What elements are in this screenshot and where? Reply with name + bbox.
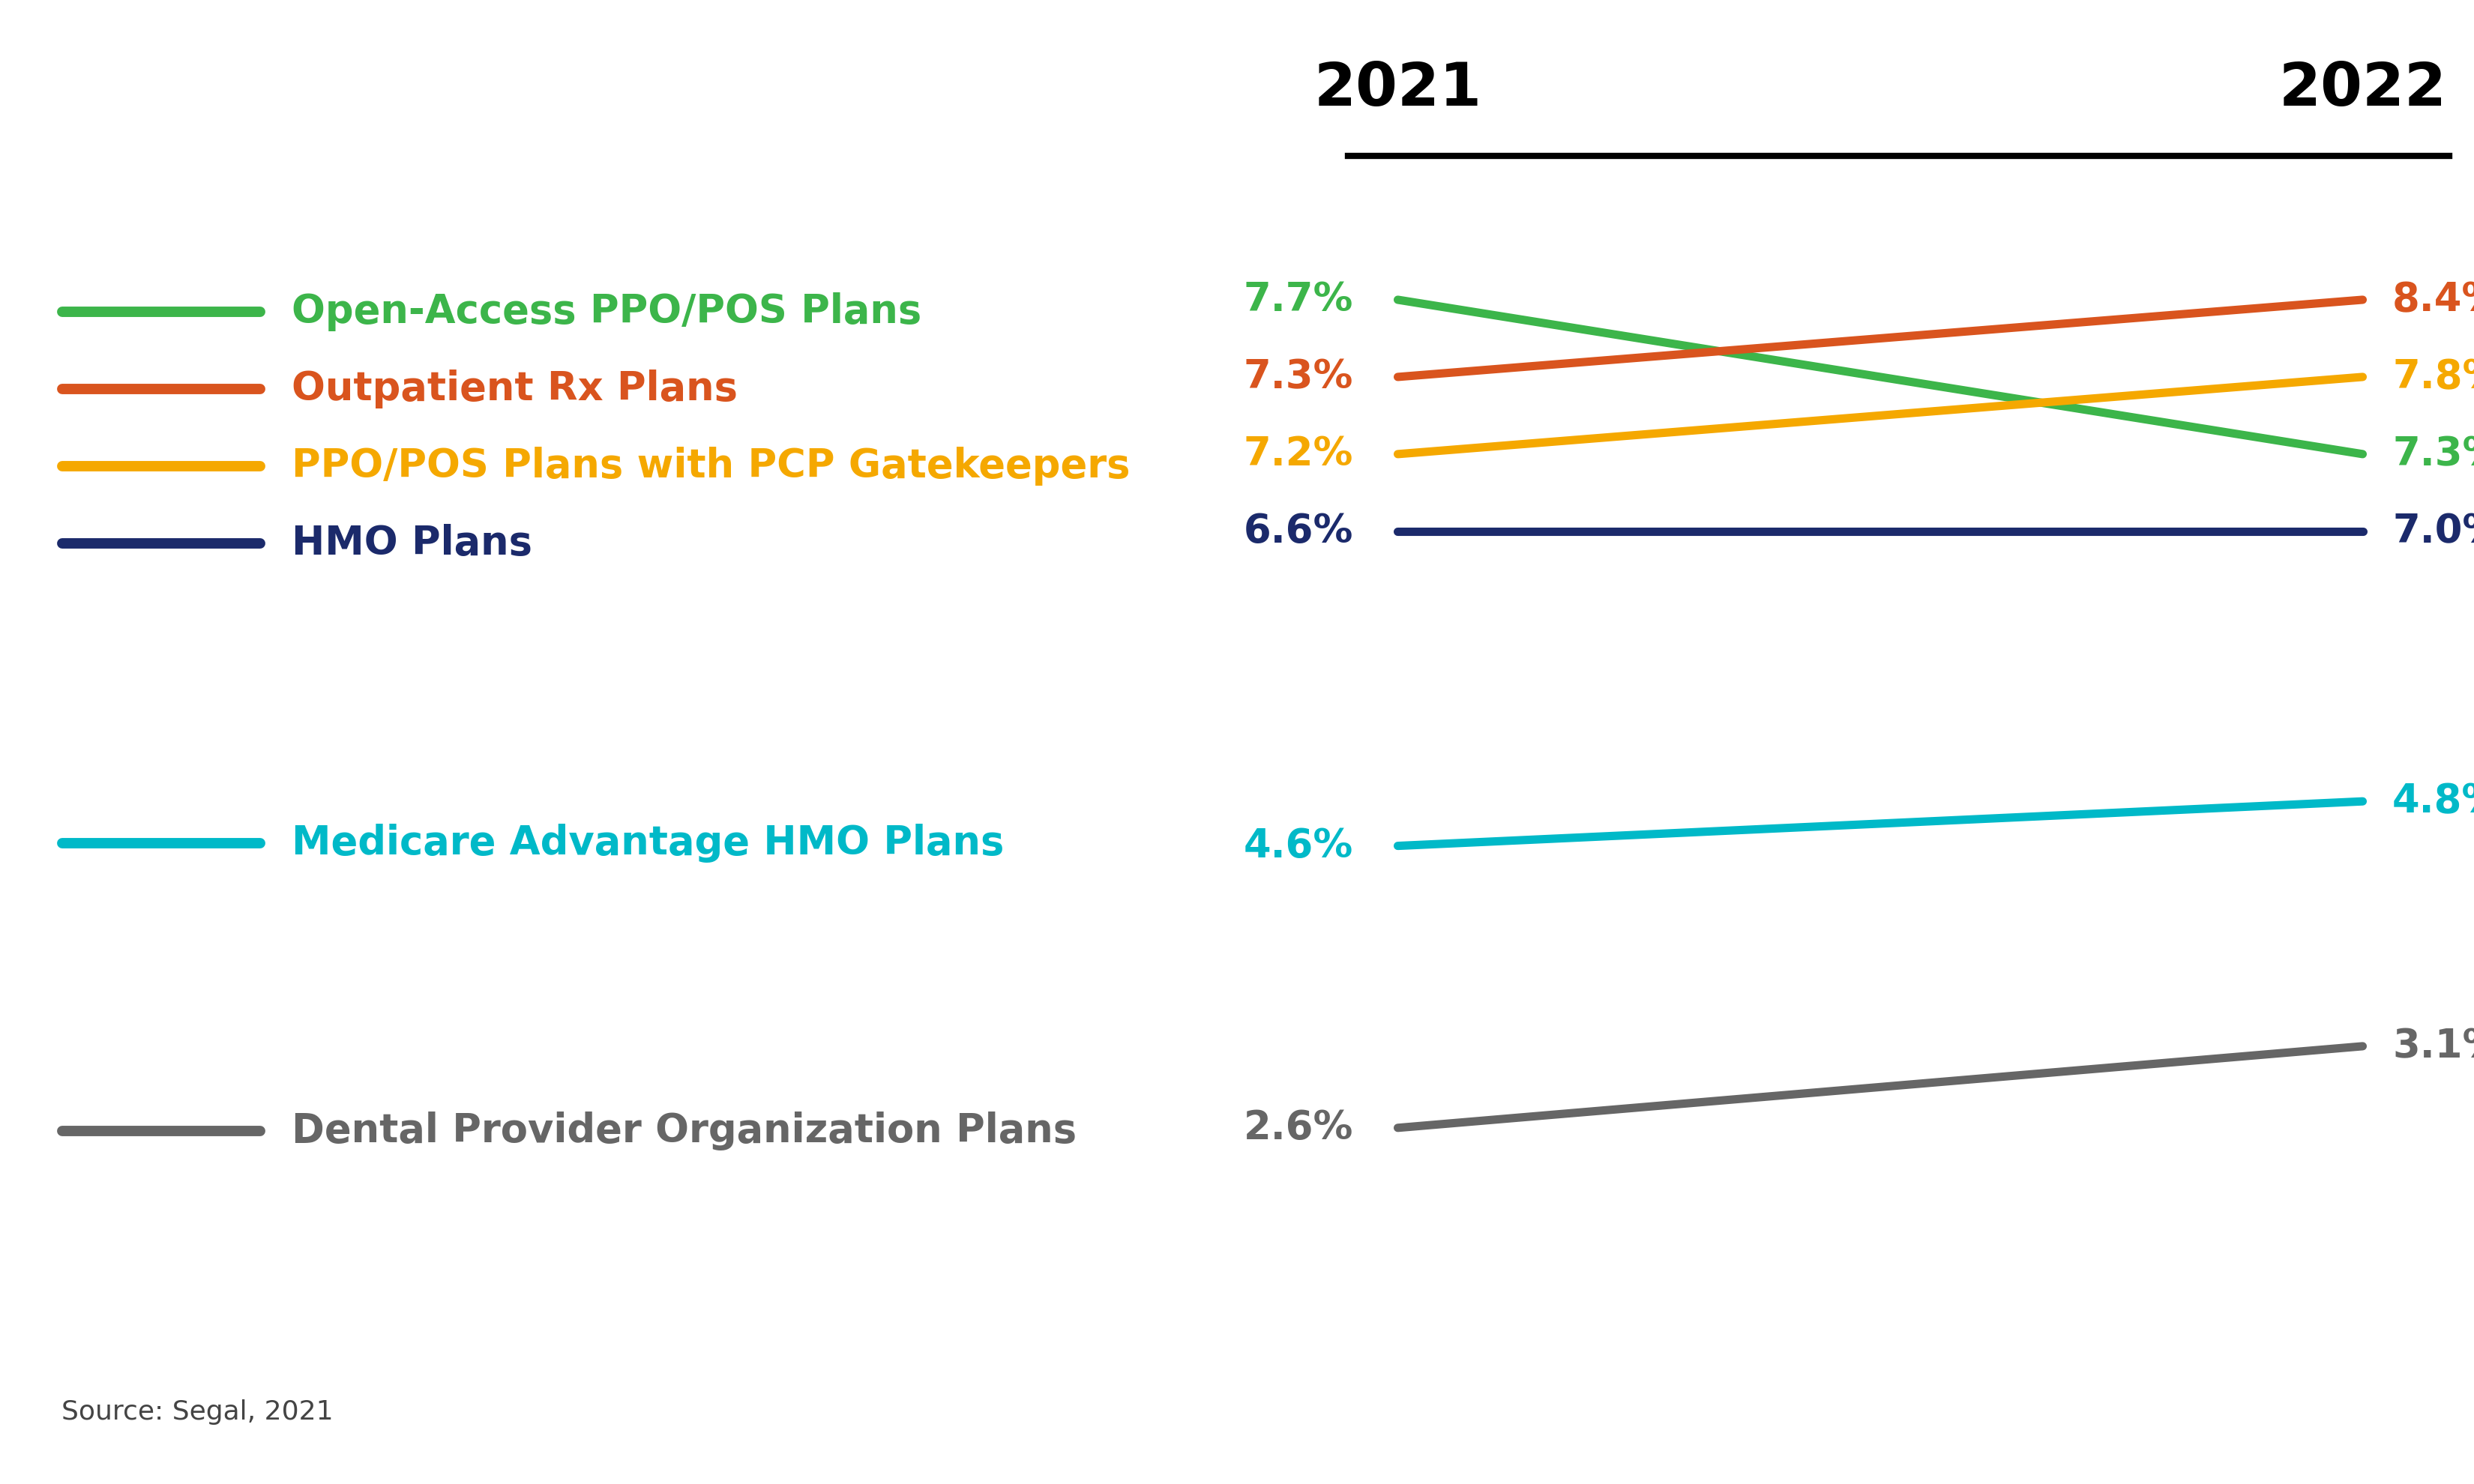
Text: 4.8%: 4.8% bbox=[2392, 782, 2474, 821]
Text: PPO/POS Plans with PCP Gatekeepers: PPO/POS Plans with PCP Gatekeepers bbox=[292, 447, 1131, 485]
Text: Dental Provider Organization Plans: Dental Provider Organization Plans bbox=[292, 1112, 1076, 1150]
Text: 2021: 2021 bbox=[1314, 61, 1482, 119]
Text: 3.1%: 3.1% bbox=[2392, 1027, 2474, 1066]
Text: 7.3%: 7.3% bbox=[1244, 358, 1353, 396]
Text: HMO Plans: HMO Plans bbox=[292, 524, 532, 562]
Text: 8.4%: 8.4% bbox=[2392, 280, 2474, 319]
Text: 7.3%: 7.3% bbox=[2392, 435, 2474, 473]
Text: 2.6%: 2.6% bbox=[1244, 1109, 1353, 1147]
Text: Medicare Advantage HMO Plans: Medicare Advantage HMO Plans bbox=[292, 824, 1004, 862]
Text: 6.6%: 6.6% bbox=[1244, 512, 1353, 551]
Text: 7.7%: 7.7% bbox=[1244, 280, 1353, 319]
Text: 7.0%: 7.0% bbox=[2392, 512, 2474, 551]
Text: Outpatient Rx Plans: Outpatient Rx Plans bbox=[292, 370, 737, 408]
Text: Source: Segal, 2021: Source: Segal, 2021 bbox=[62, 1399, 334, 1425]
Text: Open-Access PPO/POS Plans: Open-Access PPO/POS Plans bbox=[292, 292, 923, 331]
Text: 7.2%: 7.2% bbox=[1244, 435, 1353, 473]
Text: 4.6%: 4.6% bbox=[1244, 827, 1353, 865]
Text: 7.8%: 7.8% bbox=[2392, 358, 2474, 396]
Text: 2022: 2022 bbox=[2279, 61, 2447, 119]
